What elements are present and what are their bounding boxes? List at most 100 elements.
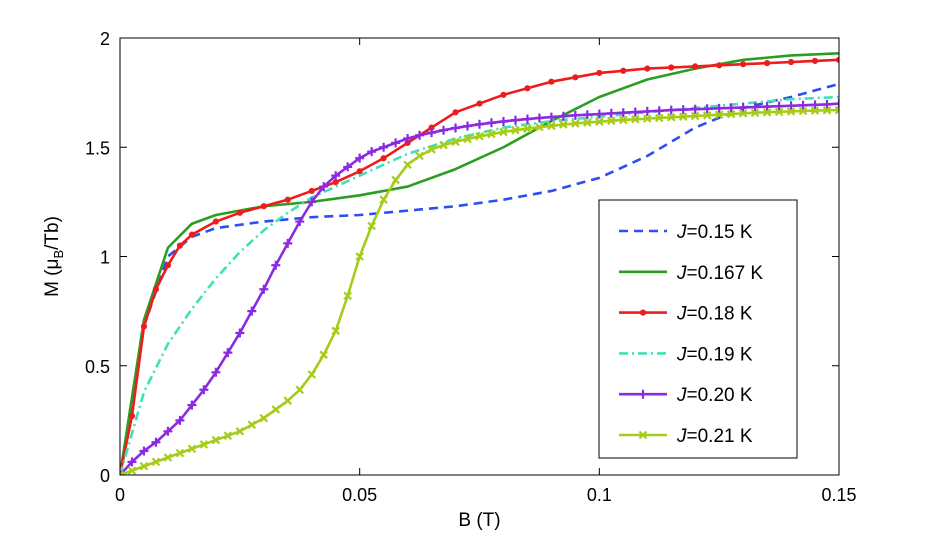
legend-entry: J=0.21 K [619,426,753,447]
data-point [331,171,341,181]
data-point [511,125,520,135]
series-5 [120,105,839,475]
data-point [187,400,197,410]
data-point [211,367,221,377]
data-point [415,130,425,140]
data-point [319,350,328,360]
data-point [355,153,365,163]
data-point [559,120,568,129]
data-point [595,117,604,126]
data-point [486,118,496,128]
data-point [163,426,173,436]
data-point [548,78,555,85]
data-point [510,115,520,125]
data-point [583,118,592,127]
data-point [642,114,652,123]
data-point [835,56,839,63]
data-point [798,106,808,116]
data-point [211,435,221,445]
data-point [283,396,293,405]
data-point [475,132,484,141]
data-point [475,119,484,129]
legend-label: J=0.167 K [676,263,763,284]
data-point [798,100,808,110]
data-point [199,385,209,395]
data-point [379,142,389,152]
data-point [307,370,317,379]
data-point [379,195,388,204]
data-point [596,69,603,77]
data-point [463,121,473,131]
data-point [638,430,648,440]
data-point [308,187,315,195]
data-point [235,427,245,436]
data-point [558,111,568,121]
data-point [355,252,364,261]
data-point [403,134,413,144]
data-point [702,104,712,114]
data-point [307,197,317,207]
data-point [151,437,161,447]
data-point [524,85,531,92]
data-point [834,99,839,109]
data-point [403,160,412,170]
series-4 [120,99,839,475]
data-point [714,110,724,119]
data-point [343,162,353,172]
data-point [547,121,556,131]
data-point [332,179,339,186]
data-point [716,62,723,69]
data-point [259,284,269,294]
data-point [535,122,544,132]
data-point [764,60,771,67]
data-point [774,107,784,117]
data-point [175,415,185,425]
data-point [380,155,387,162]
data-point [571,119,580,128]
data-point [618,108,628,118]
data-point [127,457,137,467]
x-tick-label: 0.1 [587,485,612,505]
legend-entry: J=0.19 K [619,344,753,365]
data-point [127,466,137,475]
data-point [260,203,267,210]
y-tick-label: 1.5 [85,138,110,158]
data-point [367,221,376,231]
data-point [175,448,185,458]
legend-label: J=0.20 K [676,385,753,406]
data-point [451,123,461,133]
legend-entry: J=0.20 K [619,385,753,406]
data-point [740,61,747,68]
data-point [690,104,700,114]
data-point [534,113,544,123]
legend-entry: J=0.18 K [619,304,753,325]
data-point [427,128,437,138]
data-point [223,348,233,358]
x-axis-label: B (T) [458,510,500,531]
data-point [476,100,483,107]
y-tick-label: 0 [100,466,110,486]
data-point [163,453,173,462]
data-point [822,99,832,109]
data-point [128,412,136,420]
data-point [810,106,820,115]
data-point [750,108,760,118]
data-point [738,109,748,118]
data-point [247,420,257,430]
legend-label: J=0.15 K [676,222,753,243]
data-point [500,91,507,98]
data-point [631,115,640,124]
y-axis-label: M (μB/Tb) [42,216,66,297]
data-point [762,108,772,117]
data-point [607,116,616,126]
data-point [654,113,664,123]
data-point [283,238,293,248]
data-point [690,111,700,121]
data-point [642,106,652,116]
data-point [499,127,508,137]
y-tick-label: 1 [100,248,110,268]
data-point [570,110,580,120]
data-point [247,306,257,316]
data-point [139,446,149,456]
